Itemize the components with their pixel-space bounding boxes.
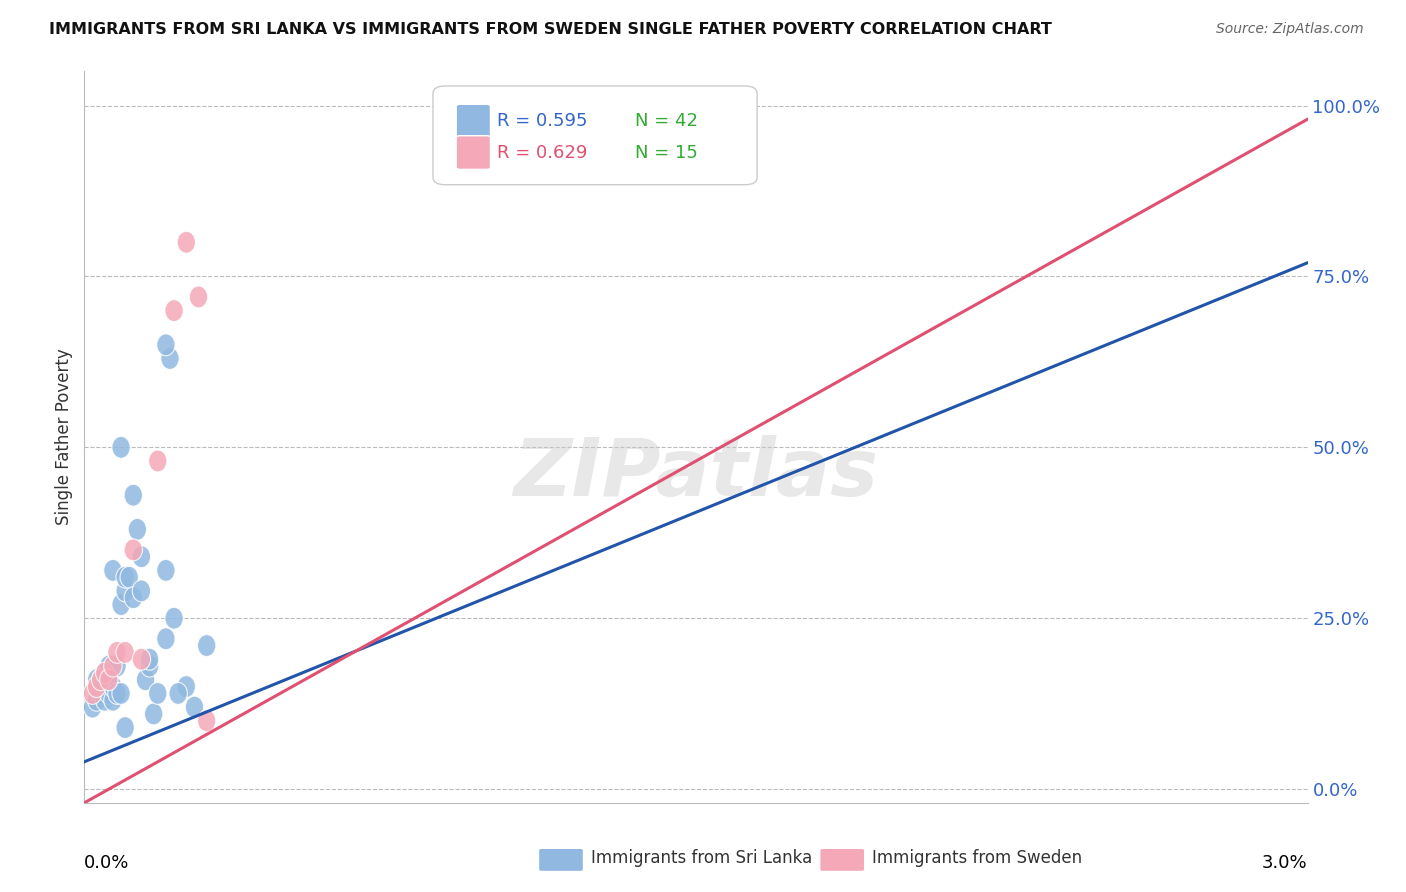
- Ellipse shape: [197, 710, 217, 731]
- Ellipse shape: [115, 566, 135, 588]
- Text: R = 0.595: R = 0.595: [496, 112, 588, 130]
- Ellipse shape: [165, 607, 183, 629]
- Ellipse shape: [104, 690, 122, 711]
- Ellipse shape: [190, 286, 208, 308]
- Ellipse shape: [124, 539, 142, 561]
- Ellipse shape: [112, 593, 131, 615]
- Ellipse shape: [156, 559, 176, 582]
- Ellipse shape: [128, 518, 146, 541]
- Ellipse shape: [87, 690, 105, 711]
- Ellipse shape: [145, 703, 163, 725]
- Ellipse shape: [91, 669, 110, 690]
- Ellipse shape: [96, 662, 114, 684]
- Ellipse shape: [100, 682, 118, 705]
- Ellipse shape: [149, 450, 167, 472]
- Ellipse shape: [136, 669, 155, 690]
- Ellipse shape: [124, 587, 142, 608]
- Ellipse shape: [132, 648, 150, 670]
- Ellipse shape: [177, 231, 195, 253]
- FancyBboxPatch shape: [456, 136, 491, 169]
- Ellipse shape: [96, 675, 114, 698]
- Ellipse shape: [100, 669, 118, 690]
- Ellipse shape: [115, 716, 135, 739]
- Ellipse shape: [112, 436, 131, 458]
- Text: IMMIGRANTS FROM SRI LANKA VS IMMIGRANTS FROM SWEDEN SINGLE FATHER POVERTY CORREL: IMMIGRANTS FROM SRI LANKA VS IMMIGRANTS …: [49, 22, 1052, 37]
- Text: Source: ZipAtlas.com: Source: ZipAtlas.com: [1216, 22, 1364, 37]
- Ellipse shape: [104, 655, 122, 677]
- Ellipse shape: [100, 669, 118, 690]
- Ellipse shape: [87, 669, 105, 690]
- Ellipse shape: [156, 334, 176, 356]
- Text: N = 42: N = 42: [636, 112, 697, 130]
- Ellipse shape: [83, 696, 101, 718]
- Ellipse shape: [120, 566, 138, 588]
- Ellipse shape: [115, 641, 135, 664]
- Text: 0.0%: 0.0%: [84, 854, 129, 872]
- Ellipse shape: [169, 682, 187, 705]
- Ellipse shape: [156, 628, 176, 649]
- Text: R = 0.629: R = 0.629: [496, 144, 586, 161]
- Ellipse shape: [96, 662, 114, 684]
- Ellipse shape: [165, 300, 183, 321]
- Text: Immigrants from Sri Lanka: Immigrants from Sri Lanka: [591, 849, 811, 867]
- Text: 3.0%: 3.0%: [1263, 854, 1308, 872]
- FancyBboxPatch shape: [456, 104, 491, 138]
- Ellipse shape: [141, 648, 159, 670]
- Ellipse shape: [108, 655, 127, 677]
- Text: Immigrants from Sweden: Immigrants from Sweden: [872, 849, 1081, 867]
- Ellipse shape: [104, 559, 122, 582]
- Ellipse shape: [104, 675, 122, 698]
- Ellipse shape: [160, 348, 179, 369]
- Ellipse shape: [132, 580, 150, 602]
- Ellipse shape: [177, 675, 195, 698]
- Ellipse shape: [115, 580, 135, 602]
- Ellipse shape: [197, 634, 217, 657]
- Ellipse shape: [108, 641, 127, 664]
- Ellipse shape: [83, 682, 101, 705]
- Ellipse shape: [124, 484, 142, 506]
- Text: ZIPatlas: ZIPatlas: [513, 434, 879, 513]
- Ellipse shape: [141, 655, 159, 677]
- Text: N = 15: N = 15: [636, 144, 697, 161]
- Ellipse shape: [91, 669, 110, 690]
- Ellipse shape: [100, 655, 118, 677]
- Ellipse shape: [112, 682, 131, 705]
- Y-axis label: Single Father Poverty: Single Father Poverty: [55, 349, 73, 525]
- Ellipse shape: [132, 546, 150, 567]
- Ellipse shape: [186, 696, 204, 718]
- Ellipse shape: [149, 682, 167, 705]
- FancyBboxPatch shape: [433, 86, 758, 185]
- Ellipse shape: [108, 682, 127, 705]
- Ellipse shape: [96, 690, 114, 711]
- Ellipse shape: [87, 675, 105, 698]
- Ellipse shape: [91, 682, 110, 705]
